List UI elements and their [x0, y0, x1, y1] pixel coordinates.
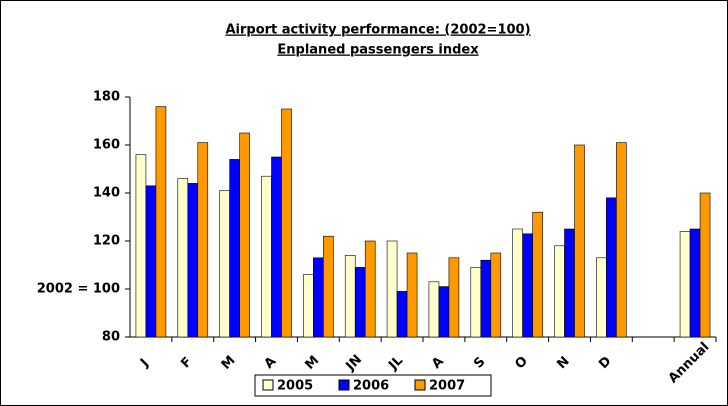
bar [323, 235, 334, 338]
y-tick-label: 120 [93, 234, 120, 249]
bar [564, 228, 575, 338]
bar [229, 159, 240, 338]
bar [303, 274, 314, 338]
bar [532, 211, 543, 338]
bar [470, 267, 482, 338]
bar [606, 197, 617, 338]
bar [271, 156, 282, 338]
y-tick-label: 140 [93, 186, 120, 201]
bar [281, 108, 292, 338]
bar [135, 154, 147, 338]
chart-subtitle: Enplaned passengers index [277, 43, 479, 58]
legend-label: 2005 [277, 379, 313, 394]
bar [448, 257, 460, 338]
bar [438, 286, 450, 338]
bar [239, 132, 250, 338]
legend-swatch [414, 379, 426, 391]
bar [428, 281, 440, 338]
y-tick-label: 180 [93, 90, 120, 105]
legend-swatch [338, 379, 350, 391]
bar [396, 291, 408, 338]
y-tick-label: 160 [93, 138, 120, 153]
bar [219, 190, 230, 338]
bar [197, 142, 209, 338]
bar [574, 144, 585, 338]
bar [480, 259, 492, 338]
bar [522, 233, 533, 338]
bar [616, 142, 627, 338]
bar [187, 183, 199, 338]
bar [364, 240, 376, 338]
bar [155, 106, 167, 338]
y-tick-label: 2002 = 100 [37, 282, 120, 297]
y-tick-label: 80 [102, 330, 120, 345]
bar [145, 185, 157, 338]
bar [406, 252, 418, 338]
bar [490, 252, 502, 338]
legend-swatch [262, 379, 274, 391]
legend-label: 2006 [353, 379, 389, 394]
bar [679, 231, 691, 338]
bar [699, 192, 711, 338]
chart-title: Airport activity performance: (2002=100) [225, 23, 530, 38]
bar [344, 255, 356, 338]
bar [313, 257, 324, 338]
legend-label: 2007 [429, 379, 465, 394]
bar [689, 228, 701, 338]
bar [177, 178, 189, 338]
bar [554, 245, 565, 338]
bar [596, 257, 607, 338]
bar [512, 228, 523, 338]
bar [386, 240, 398, 338]
legend-box [254, 374, 492, 397]
bar [261, 175, 272, 338]
bar [354, 267, 366, 338]
